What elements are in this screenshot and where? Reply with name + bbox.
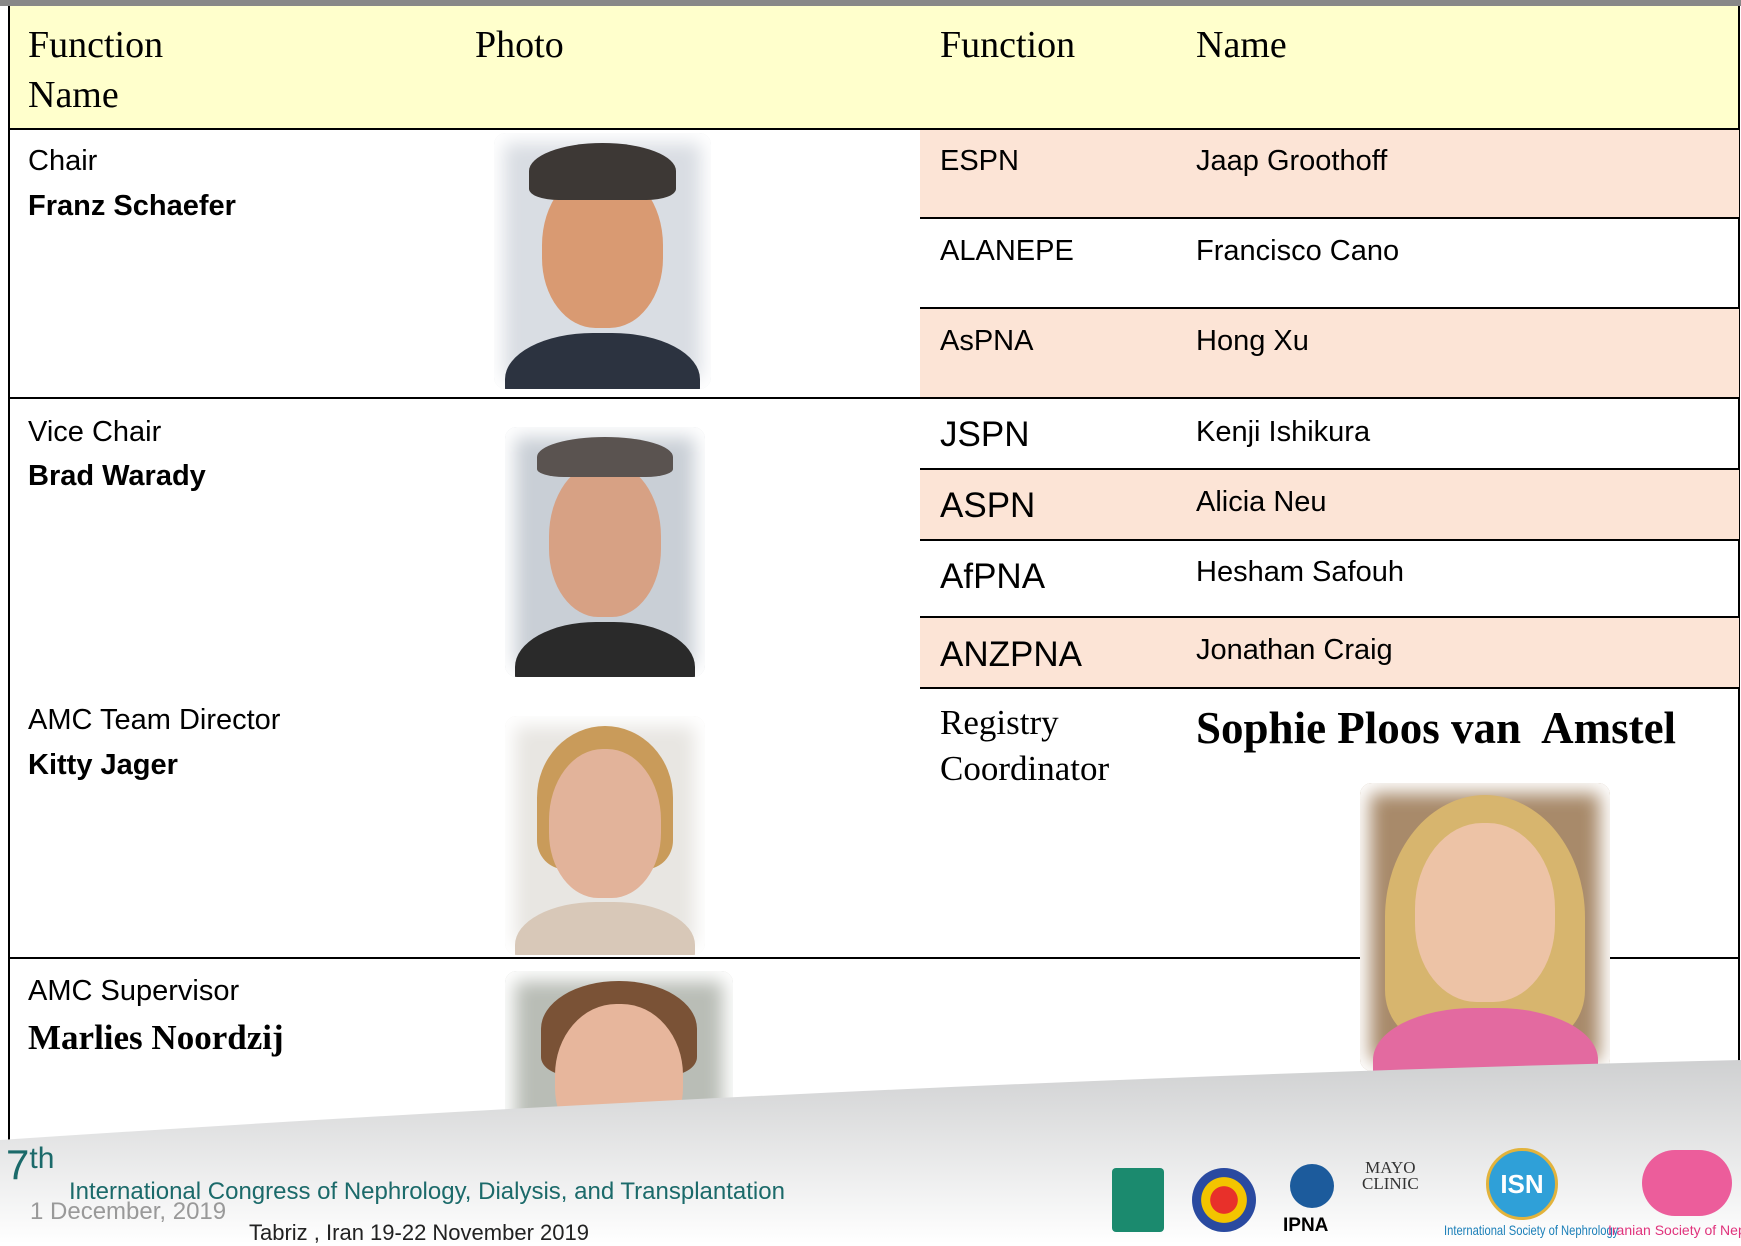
logo [1290, 1164, 1334, 1208]
function: Registry Coordinator [940, 703, 1110, 788]
logo-text: ISN [1486, 1148, 1558, 1220]
row-line [920, 539, 1739, 541]
logo-text: Iranian Society of Nephrology [1608, 1222, 1741, 1238]
person-name: Hong Xu [1196, 325, 1309, 357]
person-name: Alicia Neu [1196, 486, 1327, 518]
function: ANZPNA [940, 635, 1082, 674]
person-name: Francisco Cano [1196, 235, 1400, 267]
photo [505, 716, 705, 955]
logo-text: IPNA [1283, 1215, 1329, 1236]
row-bg [920, 617, 1739, 688]
row-bg [920, 469, 1739, 540]
row-line [920, 217, 1739, 219]
photo [494, 133, 711, 389]
edition: 7th [6, 1140, 54, 1190]
person-name: Kenji Ishikura [1196, 416, 1371, 448]
edition-number: 7 [6, 1141, 30, 1188]
photo [505, 427, 705, 677]
header-cell: Function [940, 24, 1076, 66]
function: ALANEPE [940, 235, 1074, 267]
venue: Tabriz , Iran 19-22 November 2019 [249, 1220, 589, 1245]
row-line [920, 307, 1739, 309]
slide-date: 1 December, 2019 [30, 1198, 227, 1225]
person-name: Brad Warady [28, 460, 206, 492]
photo [1360, 783, 1610, 1071]
congress-title: International Congress of Nephrology, Di… [69, 1178, 785, 1205]
function: Vice Chair [28, 416, 162, 448]
row-bg [920, 130, 1739, 218]
row-bg [920, 309, 1739, 397]
top-bar [0, 0, 1741, 6]
person-name: Jonathan Craig [1196, 634, 1393, 666]
function: ASPN [940, 486, 1036, 525]
function: AMC Team Director [28, 704, 281, 736]
person-name: Kitty Jager [28, 749, 178, 781]
footer-band [0, 1060, 1741, 1244]
edition-suffix: th [29, 1142, 55, 1175]
header-cell: Photo [475, 24, 564, 66]
person-name: Franz Schaefer [28, 190, 236, 222]
row-line [920, 687, 1739, 689]
row-line [8, 957, 1739, 959]
table-border [8, 6, 10, 1244]
row-line [8, 397, 1739, 399]
logo-text: MAYO CLINIC [1362, 1158, 1419, 1193]
function: AfPNA [940, 557, 1046, 596]
header-row [8, 6, 1739, 130]
row-line [920, 616, 1739, 618]
logo [1642, 1150, 1732, 1216]
logo [1192, 1168, 1256, 1232]
person-name: Hesham Safouh [1196, 556, 1404, 588]
header-cell: Name [1196, 24, 1287, 66]
header-cell: Function Name [28, 24, 164, 116]
logo-text: International Society of Nephrology [1444, 1222, 1619, 1238]
row-line [920, 468, 1739, 470]
function: AsPNA [940, 325, 1034, 357]
person-name: Marlies Noordzij [28, 1018, 284, 1057]
function: ESPN [940, 145, 1019, 177]
function: Chair [28, 145, 98, 177]
table-border [1738, 6, 1740, 1244]
function: AMC Supervisor [28, 975, 240, 1007]
logo [1112, 1168, 1164, 1232]
person-name: Jaap Groothoff [1196, 145, 1388, 177]
person-name: Sophie Ploos van Amstel [1196, 703, 1677, 753]
function: JSPN [940, 415, 1030, 454]
